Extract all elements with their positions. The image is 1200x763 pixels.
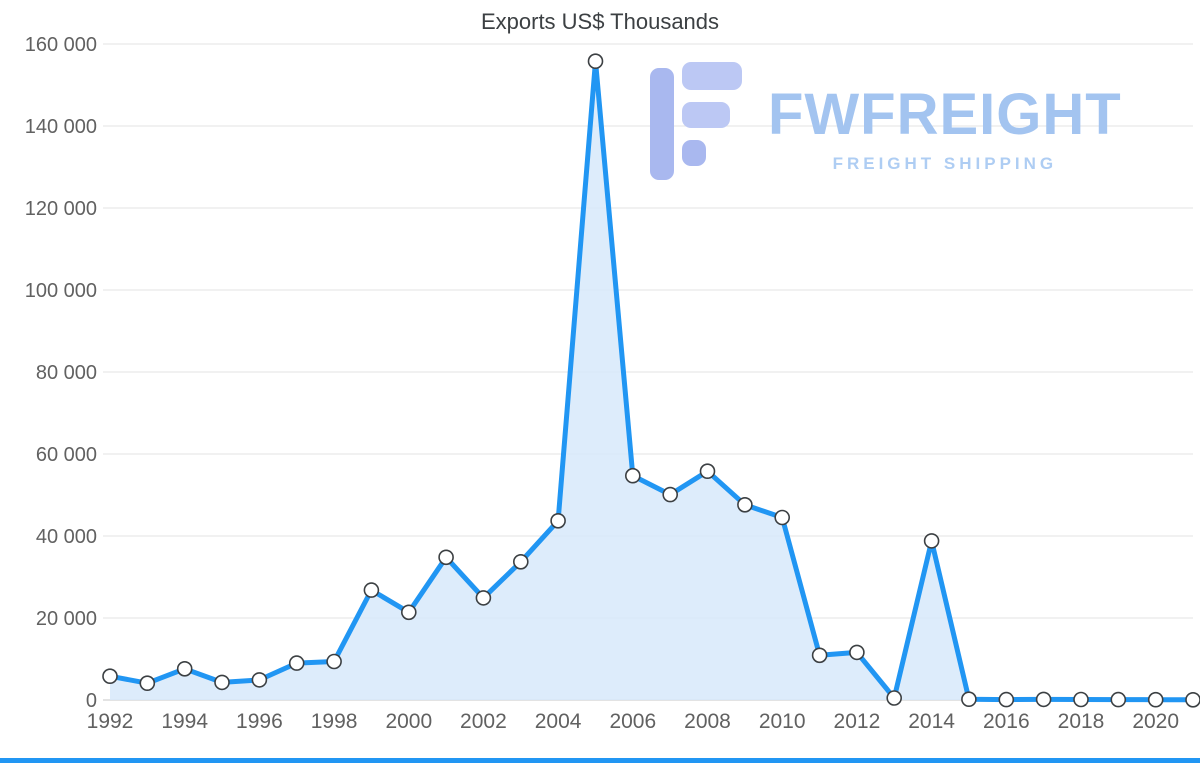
- bottom-accent-bar: [0, 758, 1200, 763]
- data-point-marker: [923, 533, 940, 549]
- data-point-marker: [1147, 691, 1164, 708]
- data-point-marker: [699, 463, 716, 480]
- area-fill: [110, 61, 1193, 700]
- x-tick-label: 2016: [983, 710, 1030, 733]
- data-point-marker: [1035, 691, 1052, 708]
- data-point-marker: [849, 644, 865, 661]
- data-point-marker: [288, 655, 305, 671]
- data-point-marker: [662, 486, 679, 503]
- y-tick-label: 100 000: [25, 280, 97, 302]
- data-point-marker: [774, 509, 791, 526]
- data-point-marker: [587, 53, 604, 70]
- data-point-marker: [886, 690, 903, 706]
- x-tick-label: 1994: [161, 710, 208, 733]
- x-tick-label: 1992: [87, 710, 134, 733]
- data-point-marker: [363, 582, 380, 598]
- data-point-marker: [1073, 691, 1089, 708]
- y-tick-label: 20 000: [36, 608, 97, 630]
- data-point-marker: [475, 590, 492, 606]
- data-point-marker: [1185, 692, 1200, 708]
- x-tick-label: 2002: [460, 710, 507, 733]
- data-point-marker: [438, 549, 454, 566]
- data-point-marker: [139, 675, 156, 692]
- y-tick-label: 60 000: [36, 444, 97, 466]
- y-tick-label: 40 000: [36, 526, 97, 548]
- data-point-marker: [102, 668, 118, 685]
- data-point-marker: [1110, 691, 1127, 708]
- data-point-marker: [961, 691, 977, 708]
- data-point-marker: [214, 674, 230, 691]
- x-tick-label: 1998: [311, 710, 358, 733]
- x-tick-label: 2008: [684, 710, 731, 733]
- data-point-marker: [624, 467, 641, 484]
- data-point-marker: [512, 553, 529, 570]
- x-tick-label: 1996: [236, 710, 283, 733]
- y-tick-label: 140 000: [25, 116, 97, 138]
- x-tick-label: 2014: [908, 710, 955, 733]
- x-tick-label: 2004: [535, 710, 582, 733]
- y-tick-label: 0: [86, 690, 97, 712]
- y-tick-label: 120 000: [25, 198, 97, 220]
- x-tick-label: 2000: [385, 710, 432, 733]
- x-tick-label: 2018: [1058, 710, 1105, 733]
- data-point-marker: [998, 691, 1015, 708]
- data-point-marker: [550, 512, 566, 529]
- x-tick-label: 2012: [834, 710, 881, 733]
- chart-title: Exports US$ Thousands: [480, 9, 720, 34]
- data-point-marker: [737, 496, 753, 513]
- y-tick-label: 160 000: [25, 34, 97, 56]
- data-point-marker: [400, 604, 417, 621]
- data-point-marker: [326, 653, 342, 670]
- x-tick-label: 2020: [1132, 710, 1179, 733]
- data-point-marker: [811, 647, 828, 664]
- data-point-marker: [251, 672, 268, 688]
- data-point-marker: [176, 660, 193, 677]
- y-tick-label: 80 000: [36, 362, 97, 384]
- x-tick-label: 2006: [609, 710, 656, 733]
- x-tick-label: 2010: [759, 710, 806, 733]
